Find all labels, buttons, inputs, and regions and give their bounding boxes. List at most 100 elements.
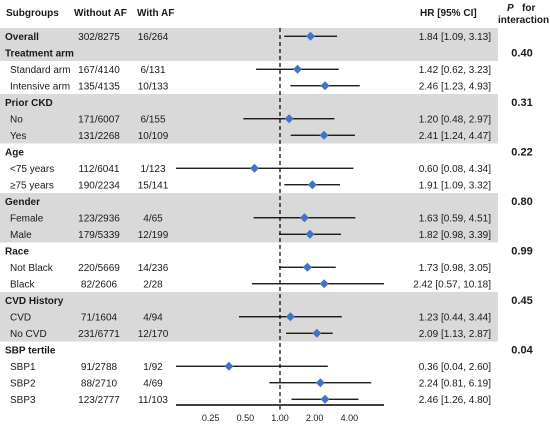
p-interaction: 0.31 (511, 97, 532, 109)
row-band (0, 226, 498, 243)
hr-ci-value: 1.82 [0.98, 3.39] (419, 230, 492, 241)
without-af-value: 82/2606 (81, 279, 118, 290)
hr-marker (319, 130, 329, 140)
p-interaction: 0.22 (511, 146, 532, 158)
subgroup-label: <75 years (10, 164, 54, 175)
with-af-value: 15/141 (138, 180, 169, 191)
subgroup-label: Black (10, 279, 35, 290)
without-af-value: 231/6771 (78, 329, 120, 340)
hr-marker (320, 394, 330, 404)
without-af-value: 220/5669 (78, 263, 120, 274)
hr-ci-value: 2.46 [1.23, 4.93] (419, 81, 492, 92)
group-label: Age (5, 147, 24, 158)
row-band (0, 209, 498, 226)
group-label: Gender (5, 197, 40, 208)
with-af-value: 12/170 (138, 329, 169, 340)
row-band (0, 44, 498, 61)
hr-marker (249, 163, 259, 173)
subgroup-label: CVD (10, 312, 31, 323)
hr-ci-value: 1.84 [1.09, 3.13] (419, 32, 492, 43)
x-tick-label: 0.50 (237, 413, 255, 423)
hr-marker (315, 378, 325, 388)
row-band (0, 28, 498, 45)
hr-marker (320, 81, 330, 91)
hr-ci-value: 2.46 [1.26, 4.80] (419, 395, 492, 406)
without-af-value: 123/2936 (78, 213, 120, 224)
hr-marker (285, 312, 295, 322)
x-tick-label: 0.25 (202, 413, 220, 423)
without-af-value: 71/1604 (81, 312, 118, 323)
subgroup-label: Female (10, 213, 44, 224)
hr-marker (305, 31, 315, 41)
subgroup-label: SBP3 (10, 395, 36, 406)
with-af-value: 14/236 (138, 263, 169, 274)
without-af-value: 179/5339 (78, 230, 120, 241)
without-af-value: 123/2777 (78, 395, 120, 406)
group-label: CVD History (5, 296, 64, 307)
hr-ci-value: 1.20 [0.48, 2.97] (419, 114, 492, 125)
header-without-af: Without AF (74, 8, 127, 19)
row-band (0, 292, 498, 309)
hr-ci-value: 1.91 [1.09, 3.32] (419, 180, 492, 191)
hr-marker (284, 114, 294, 124)
hr-marker (307, 180, 317, 190)
subgroup-label: SBP2 (10, 378, 36, 389)
without-af-value: 171/6007 (78, 114, 120, 125)
hr-marker (299, 213, 309, 223)
without-af-value: 88/2710 (81, 378, 118, 389)
hr-ci-value: 1.63 [0.59, 4.51] (419, 213, 492, 224)
group-label: SBP tertile (5, 345, 56, 356)
p-interaction: 0.45 (511, 295, 532, 307)
header-p-interaction: interaction (498, 15, 550, 26)
hr-marker (319, 279, 329, 289)
hr-marker (293, 64, 303, 74)
hr-marker (224, 361, 234, 371)
with-af-value: 6/155 (140, 114, 165, 125)
row-band (0, 127, 498, 144)
subgroup-label: Yes (10, 131, 26, 142)
subgroup-label: Male (10, 230, 32, 241)
with-af-value: 10/133 (138, 81, 169, 92)
header-p-for: for (522, 3, 536, 14)
with-af-value: 6/131 (140, 65, 165, 76)
hr-ci-value: 2.42 [0.57, 10.18] (413, 279, 491, 290)
subgroup-label: ≥75 years (10, 180, 54, 191)
without-af-value: 112/6041 (79, 164, 120, 175)
hr-ci-value: 2.09 [1.13, 2.87] (419, 329, 492, 340)
without-af-value: 91/2788 (81, 362, 118, 373)
with-af-value: 11/103 (138, 395, 168, 406)
with-af-value: 4/65 (143, 213, 163, 224)
subgroup-label: Not Black (10, 263, 54, 274)
with-af-value: 4/94 (143, 312, 163, 323)
subgroup-label: No (10, 114, 23, 125)
hr-ci-value: 2.41 [1.24, 4.47] (419, 131, 492, 142)
subgroup-label: Overall (5, 32, 39, 43)
subgroup-label: No CVD (10, 329, 47, 340)
header-with-af: With AF (137, 8, 175, 19)
with-af-value: 1/123 (140, 164, 165, 175)
p-interaction: 0.40 (511, 47, 532, 59)
hr-marker (302, 262, 312, 272)
row-band (0, 325, 498, 342)
hr-ci-value: 0.60 [0.08, 4.34] (419, 164, 492, 175)
row-band (0, 193, 498, 210)
subgroup-label: Standard arm (10, 65, 71, 76)
header-hr-ci: HR [95% CI] (420, 8, 477, 19)
hr-ci-value: 0.36 [0.04, 2.60] (419, 362, 492, 373)
without-af-value: 167/4140 (78, 65, 120, 76)
p-interaction: 0.04 (511, 344, 533, 356)
group-label: Race (5, 246, 29, 257)
x-tick-label: 2.00 (306, 413, 324, 423)
group-label: Treatment arm (5, 48, 74, 59)
hr-marker (312, 328, 322, 338)
with-af-value: 12/199 (138, 230, 169, 241)
hr-ci-value: 1.73 [0.98, 3.05] (419, 263, 492, 274)
p-interaction: 0.80 (511, 196, 532, 208)
with-af-value: 4/69 (143, 378, 163, 389)
hr-ci-value: 2.24 [0.81, 6.19] (419, 378, 492, 389)
without-af-value: 302/8275 (78, 32, 120, 43)
p-interaction: 0.99 (511, 245, 532, 257)
hr-ci-value: 1.42 [0.62, 3.23] (419, 65, 492, 76)
group-label: Prior CKD (5, 98, 53, 109)
